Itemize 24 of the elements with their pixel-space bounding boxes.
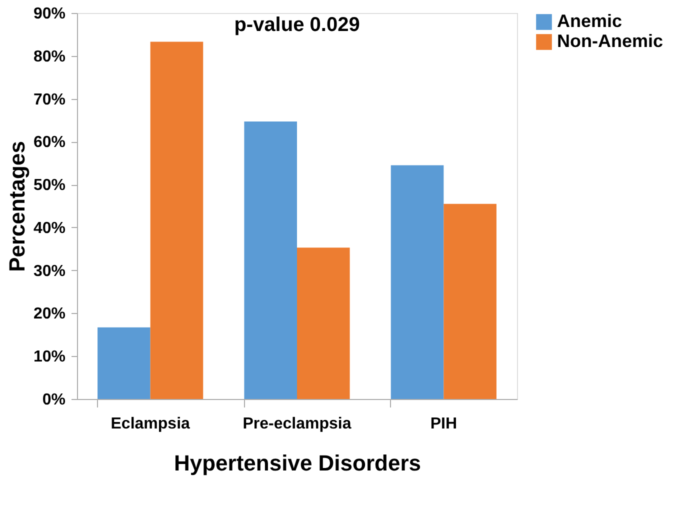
y-tick-label: 60%	[33, 134, 66, 152]
x-axis-title: Hypertensive Disorders	[174, 450, 421, 476]
bar	[444, 204, 496, 399]
y-tick-label: 40%	[33, 220, 66, 237]
x-tick-label: Eclampsia	[110, 416, 190, 432]
y-tick-label: 90%	[33, 6, 66, 22]
y-tick-label: 70%	[33, 91, 66, 108]
chart-title: p-value 0.029	[234, 14, 360, 36]
y-axis-title: Percentages	[4, 141, 30, 272]
bar	[244, 122, 297, 399]
bar	[390, 165, 444, 399]
y-tick-label: 80%	[33, 48, 66, 66]
y-tick-label: 50%	[33, 177, 66, 194]
bar	[297, 248, 350, 399]
y-tick-label: 20%	[33, 306, 66, 323]
x-tick-label: Pre-eclampsia	[242, 416, 352, 432]
y-tick-label: 0%	[42, 392, 66, 408]
y-tick-label: 30%	[33, 262, 66, 280]
x-tick-label: PIH	[430, 416, 458, 432]
legend-label: Anemic	[557, 11, 622, 31]
y-tick-label: 10%	[33, 348, 66, 366]
bar	[150, 42, 204, 399]
legend-label: Non-Anemic	[557, 31, 664, 51]
bar	[98, 327, 150, 399]
